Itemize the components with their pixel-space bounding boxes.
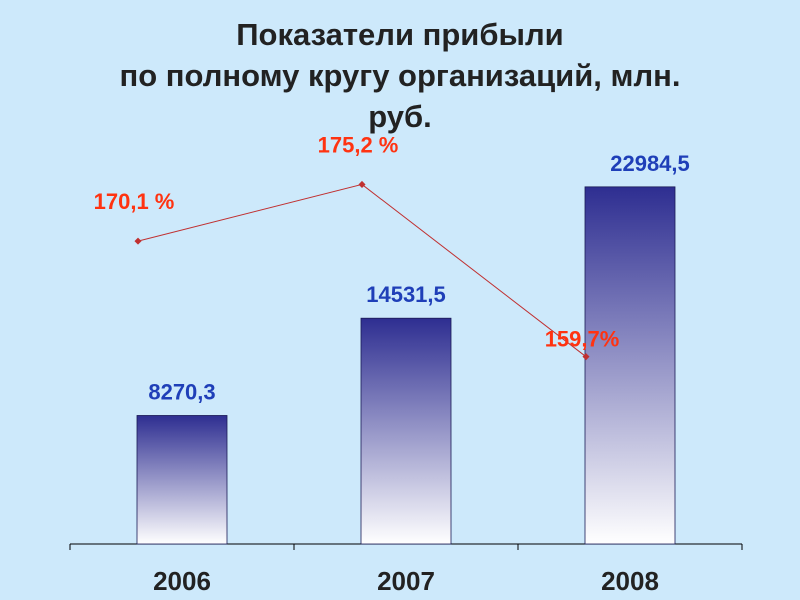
- x-tick-label-2006: 2006: [153, 566, 211, 596]
- growth-point-2006: [134, 237, 142, 245]
- title-line-1: Показатели прибыли: [236, 17, 564, 52]
- bars-group: [136, 186, 676, 545]
- bar-value-label-2008: 22984,5: [610, 151, 690, 176]
- bar-value-label-2007: 14531,5: [366, 282, 446, 307]
- title-line-3: руб.: [368, 99, 432, 134]
- bar-2006: [136, 415, 228, 545]
- growth-value-label-2006: 170,1 %: [94, 189, 175, 214]
- title-line-2: по полному кругу организаций, млн.: [119, 58, 681, 93]
- bar-value-label-2006: 8270,3: [148, 379, 215, 404]
- x-tick-label-2008: 2008: [601, 566, 659, 596]
- growth-point-2007: [358, 180, 366, 188]
- labels-group: 2006 8270,3 2007 14531,5 2008 22984,5 170,1 % 1…: [94, 132, 690, 596]
- bar-2007: [360, 317, 452, 545]
- growth-line-group: [134, 180, 590, 361]
- x-tick-label-2007: 2007: [377, 566, 435, 596]
- growth-value-label-2008: 159,7%: [545, 327, 620, 352]
- growth-point-2008: [582, 353, 590, 361]
- bar-2008: [584, 186, 676, 545]
- chart-title: Показатели прибыли по полному кругу орга…: [0, 14, 800, 137]
- ticks-group: [69, 544, 743, 550]
- growth-value-label-2007: 175,2 %: [318, 132, 399, 157]
